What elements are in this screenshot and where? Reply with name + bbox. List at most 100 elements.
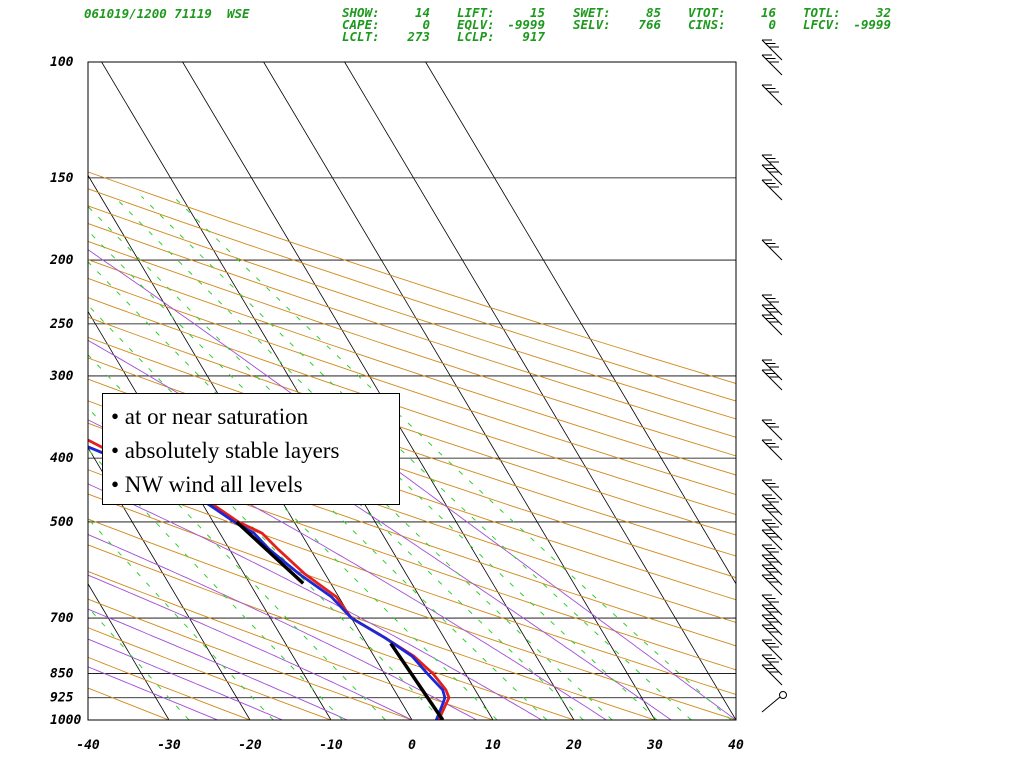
stat-value: 32 (875, 5, 891, 20)
y-tick-label: 150 (50, 171, 74, 186)
isotherm (88, 583, 170, 720)
dry-adiabat (88, 222, 736, 438)
stat-label: LIFT: (457, 5, 495, 20)
mixing-ratio-line (88, 205, 613, 720)
mixing-ratio-line (88, 407, 386, 720)
isotherm (182, 62, 575, 720)
station-line: 061019/1200 71119 WSE (84, 6, 250, 21)
y-tick-label: 850 (50, 667, 74, 682)
stat-value: 15 (529, 5, 545, 20)
stat-value: -9999 (507, 17, 545, 32)
stat-label: SWET: (573, 5, 611, 20)
wind-barb (761, 624, 783, 646)
dry-adiabat (88, 400, 736, 623)
wind-barb (761, 574, 783, 596)
plot-frame (87, 61, 737, 721)
surface-wind-barb (761, 696, 781, 713)
annotation-box: • at or near saturation • absolutely sta… (102, 393, 400, 505)
dry-adiabat (88, 171, 736, 384)
wind-barb (761, 439, 783, 461)
stat-value: 917 (522, 29, 545, 44)
annotation-nw-wind: • NW wind all levels (111, 472, 303, 497)
dry-adiabat (88, 188, 736, 402)
x-tick-label: -40 (76, 738, 100, 753)
x-tick-label: -30 (157, 738, 181, 753)
x-tick-label: -20 (238, 738, 262, 753)
moist-adiabat (88, 608, 348, 720)
wind-barb (761, 369, 783, 391)
moist-adiabat (88, 533, 478, 720)
isotherm (88, 310, 332, 720)
moist-adiabat (88, 638, 283, 720)
stat-value: 0 (768, 17, 776, 32)
dry-adiabat (88, 518, 656, 720)
annotation-stable-layers: • absolutely stable layers (111, 438, 340, 463)
dry-adiabat (88, 544, 575, 720)
dry-adiabat (88, 493, 736, 720)
dry-adiabat (88, 656, 251, 720)
mixing-ratio-line (172, 195, 732, 720)
isotherm (101, 62, 494, 720)
wind-barb (761, 314, 783, 336)
dry-adiabat (88, 205, 736, 420)
stat-label: SELV: (573, 17, 611, 32)
isotherm (88, 446, 251, 720)
moist-adiabat (88, 666, 218, 720)
x-tick-label: 0 (408, 738, 416, 753)
y-tick-label: 300 (49, 369, 74, 384)
isotherm (425, 62, 736, 585)
dry-adiabat (88, 422, 736, 647)
wind-barb (761, 54, 783, 76)
stat-value: 766 (638, 17, 661, 32)
y-tick-label: 925 (50, 691, 74, 706)
stat-value: 0 (422, 17, 430, 32)
y-tick-label: 500 (50, 515, 74, 530)
wind-barb (761, 504, 783, 526)
dry-adiabat (88, 571, 494, 720)
stat-label: CAPE: (342, 17, 380, 32)
moist-adiabat (88, 249, 736, 720)
x-tick-label: 40 (728, 738, 744, 753)
stat-value: -9999 (853, 17, 891, 32)
dry-adiabat (88, 719, 89, 720)
dry-adiabat (88, 259, 736, 476)
dry-adiabat (88, 297, 736, 516)
isotherm (344, 62, 736, 720)
mixing-ratio-line (88, 517, 274, 720)
moist-adiabat (88, 574, 413, 720)
dry-adiabat (88, 469, 736, 695)
mixing-ratio-line (113, 195, 658, 720)
stable-layer-marker (389, 642, 445, 720)
wind-barb (761, 639, 783, 661)
mixing-ratio-line (88, 448, 343, 720)
mixing-ratio-line (88, 230, 584, 720)
wind-barb (761, 84, 783, 106)
dry-adiabat (88, 240, 736, 457)
wind-barb (761, 239, 783, 261)
stat-label: EQLV: (457, 17, 495, 32)
annotation-saturation: • at or near saturation (111, 404, 309, 429)
dry-adiabat (88, 357, 736, 579)
wind-barbs (761, 39, 787, 713)
dry-adiabat (88, 445, 736, 671)
wind-barb (761, 419, 783, 441)
wind-barb (761, 479, 783, 501)
stat-value: 16 (760, 5, 776, 20)
dry-adiabat (88, 598, 413, 720)
stable-layer-marker (235, 520, 305, 585)
wind-barb (761, 529, 783, 551)
stat-label: TOTL: (803, 5, 841, 20)
stat-label: LCLT: (342, 29, 380, 44)
dry-adiabat (88, 378, 736, 601)
wind-barb (761, 164, 783, 186)
dry-adiabat (88, 627, 332, 720)
moist-adiabat (88, 339, 672, 720)
dry-adiabat (88, 687, 170, 720)
stat-label: LFCV: (803, 17, 841, 32)
wind-barb (761, 179, 783, 201)
y-tick-label: 400 (50, 451, 74, 466)
moist-adiabat (88, 419, 607, 720)
dry-adiabat (88, 336, 736, 557)
